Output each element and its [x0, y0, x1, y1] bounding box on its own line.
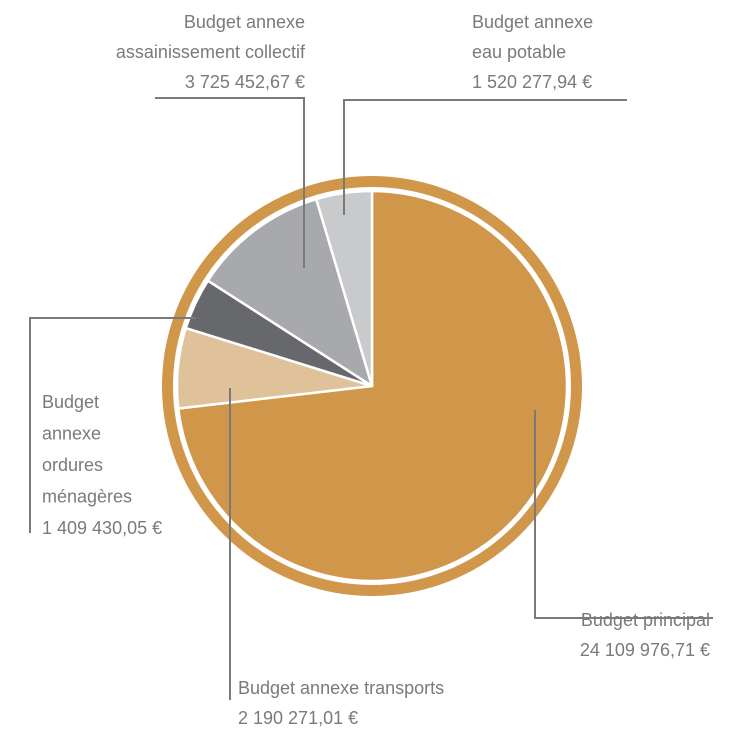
- slice-label-3-line-0: Budget annexe: [184, 12, 305, 32]
- slice-label-4-line-1: eau potable: [472, 42, 566, 62]
- slice-label-1-line-0: Budget annexe transports: [238, 678, 444, 698]
- slice-label-0: Budget principal 24 109 976,71 €: [580, 610, 710, 660]
- slice-label-1: Budget annexe transports 2 190 271,01 €: [238, 678, 444, 728]
- slice-label-2-line-3: ménagères: [42, 487, 132, 507]
- slice-label-2-line-4: 1 409 430,05 €: [42, 518, 162, 538]
- slice-label-2-line-1: annexe: [42, 424, 101, 444]
- leader-line-3: [155, 97, 305, 268]
- slice-label-0-line-0: Budget principal: [581, 610, 710, 630]
- slice-label-4-line-2: 1 520 277,94 €: [472, 72, 592, 92]
- leader-line-4: [343, 99, 627, 215]
- slice-label-3-line-2: 3 725 452,67 €: [185, 72, 305, 92]
- slice-label-2-line-2: ordures: [42, 455, 103, 475]
- leader-line-0: [534, 410, 713, 619]
- slice-label-2-line-0: Budget: [42, 392, 99, 412]
- pie-outer-ring: [162, 176, 582, 596]
- slice-label-0-line-1: 24 109 976,71 €: [580, 640, 710, 660]
- slice-label-3-line-1: assainissement collectif: [116, 42, 306, 62]
- slice-label-4-line-0: Budget annexe: [472, 12, 593, 32]
- leader-line-2: [29, 317, 196, 533]
- slice-label-1-line-1: 2 190 271,01 €: [238, 708, 358, 728]
- pie-slice-3: [206, 197, 374, 388]
- slice-label-3: Budget annexe assainissement collectif 3 7…: [116, 12, 306, 92]
- slice-label-4: Budget annexe eau potable 1 520 277,94 €: [472, 12, 593, 92]
- slice-label-2: Budget annexe ordures ménagères 1 409 430,05…: [42, 392, 162, 538]
